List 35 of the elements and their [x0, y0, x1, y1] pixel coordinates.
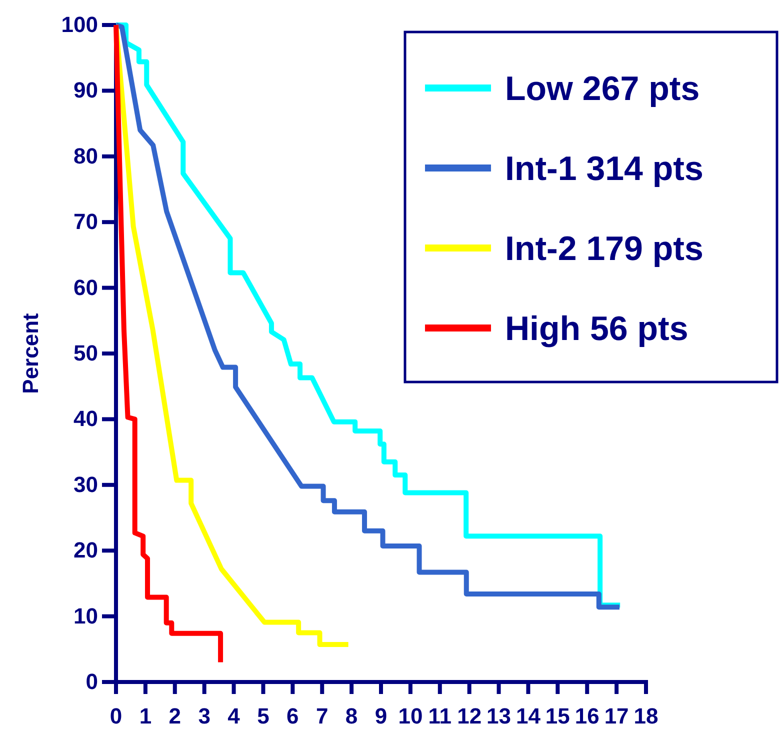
x-tick-label: 12	[457, 704, 482, 729]
legend-label: Int-2 179 pts	[505, 230, 704, 268]
y-tick-label: 60	[74, 274, 98, 300]
y-tick-label: 40	[74, 406, 98, 432]
x-tick-label: 11	[428, 704, 452, 729]
y-tick-label: 10	[74, 603, 98, 628]
y-tick-label: 100	[61, 12, 98, 38]
x-tick-label: 6	[286, 704, 299, 729]
x-tick-label: 16	[574, 704, 600, 729]
x-tick-label: 13	[486, 704, 512, 729]
y-tick-label: 90	[74, 78, 98, 103]
y-tick-label: 30	[74, 472, 98, 497]
legend-label: High 56 pts	[505, 310, 688, 348]
x-tick-label: 1	[139, 704, 152, 729]
y-axis-title: Percent	[18, 312, 43, 394]
x-tick-label: 5	[257, 704, 270, 729]
x-tick-label: 0	[110, 704, 122, 729]
y-tick-label: 0	[86, 669, 98, 694]
x-tick-label: 17	[604, 704, 629, 729]
x-tick-label: 9	[374, 704, 388, 729]
x-tick-label: 3	[198, 704, 210, 729]
x-tick-label: 14	[516, 704, 542, 729]
y-tick-label: 70	[74, 209, 98, 234]
y-tick-label: 50	[74, 340, 98, 366]
x-tick-label: 15	[545, 704, 570, 729]
x-tick-label: 4	[228, 704, 241, 729]
legend-label: Low 267 pts	[505, 70, 700, 108]
x-tick-label: 7	[316, 704, 328, 729]
x-tick-label: 2	[168, 704, 182, 729]
x-tick-label: 18	[634, 704, 658, 729]
y-tick-label: 80	[74, 143, 98, 168]
legend-label: Int-1 314 pts	[505, 150, 704, 188]
x-tick-label: 10	[398, 704, 423, 729]
y-tick-label: 20	[74, 538, 98, 563]
x-tick-label: 8	[345, 704, 358, 729]
